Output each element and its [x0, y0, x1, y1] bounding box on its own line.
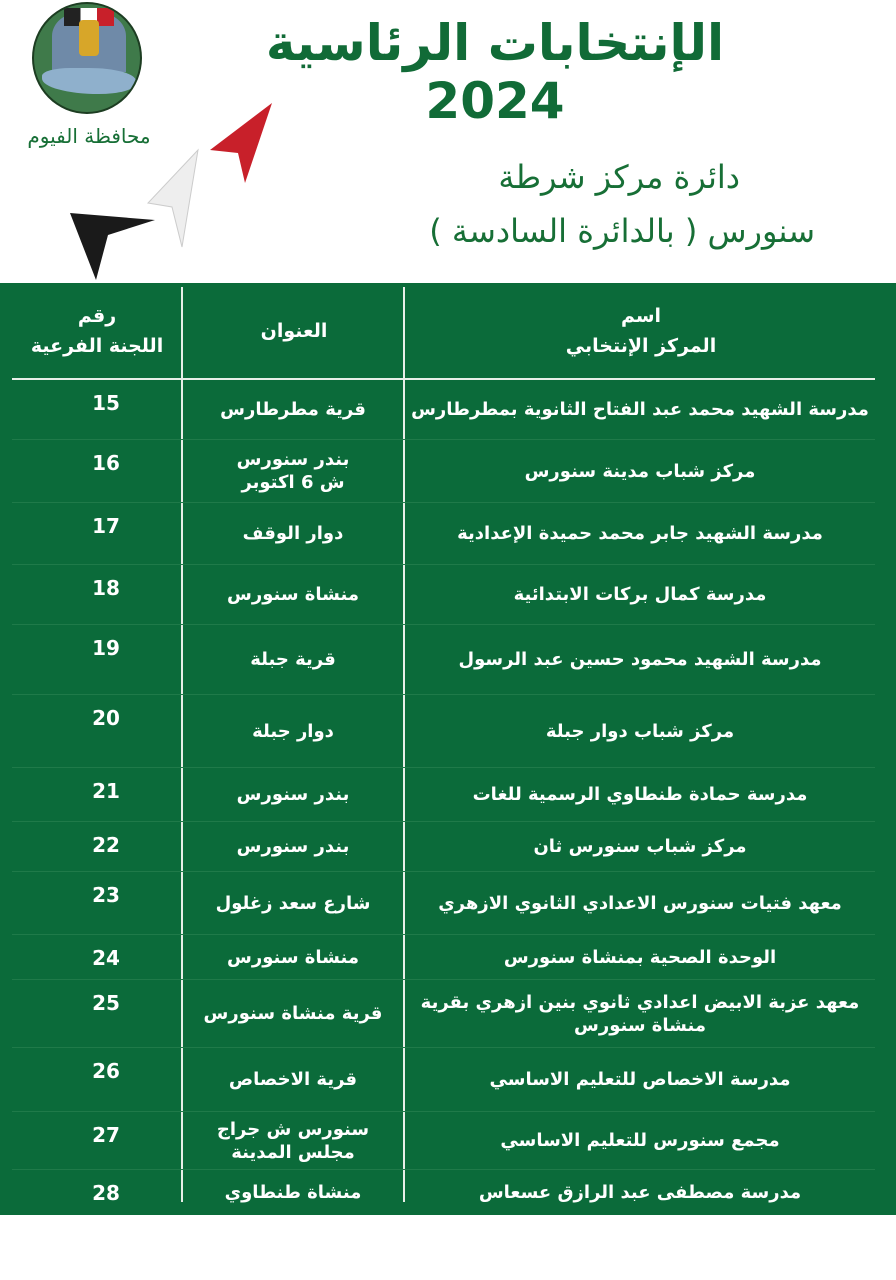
- table-row: مدرسة الاخصاص للتعليم الاساسي قرية الاخصا…: [12, 1048, 875, 1112]
- table-row: مركز شباب دوار جبلة دوار جبلة 20: [12, 695, 875, 768]
- black-arrow-icon: [70, 213, 155, 280]
- station-address: سنورس ش جراج مجلس المدينة: [216, 1118, 370, 1163]
- station-address: قرية مطرطارس: [220, 399, 366, 420]
- station-address: منشاة طنطاوي: [224, 1182, 362, 1203]
- station-name: مدرسة الشهيد محمود حسين عبد الرسول: [458, 649, 822, 670]
- station-name: مدرسة الشهيد محمد عبد الفتاح الثانوية بم…: [411, 399, 869, 420]
- station-address: شارع سعد زغلول: [215, 892, 371, 914]
- table-row: مدرسة كمال بركات الابتدائية منشاة سنورس 18: [12, 565, 875, 625]
- station-name: مدرسة حمادة طنطاوي الرسمية للغات: [472, 784, 808, 805]
- fayoum-governorate-logo: [32, 2, 142, 114]
- column-divider: [181, 287, 183, 1202]
- governorate-name: محافظة الفيوم: [27, 124, 151, 148]
- polling-stations-table: اسم المركز الإنتخابي العنوان رقم اللجنة …: [0, 283, 896, 1215]
- committee-number: 24: [92, 946, 120, 970]
- committee-number: 20: [92, 706, 120, 730]
- station-address: منشاة سنورس: [227, 584, 359, 605]
- page-title: الإنتخابات الرئاسية 2024: [265, 14, 725, 130]
- station-name: مدرسة مصطفى عبد الرازق عسعاس: [478, 1182, 802, 1203]
- header-name: اسم المركز الإنتخابي: [565, 304, 717, 357]
- station-name: مدرسة الشهيد جابر محمد حميدة الإعدادية: [457, 523, 823, 544]
- table-row: مدرسة مصطفى عبد الرازق عسعاس منشاة طنطاوي…: [12, 1170, 875, 1215]
- station-name: مركز شباب مدينة سنورس: [524, 460, 756, 482]
- station-address: قرية منشاة سنورس: [203, 1003, 383, 1024]
- committee-number: 16: [92, 451, 120, 475]
- station-name: مجمع سنورس للتعليم الاساسي: [500, 1130, 780, 1151]
- table-row: مركز شباب مدينة سنورس بندر سنورس ش 6 اكتو…: [12, 440, 875, 503]
- station-address: دوار الوقف: [242, 523, 344, 544]
- header-divider: [12, 378, 875, 380]
- table-row: مركز شباب سنورس ثان بندر سنورس 22: [12, 822, 875, 872]
- station-name: الوحدة الصحية بمنشاة سنورس: [503, 946, 777, 968]
- header-number: رقم اللجنة الفرعية: [30, 304, 164, 357]
- committee-number: 28: [92, 1181, 120, 1205]
- station-name: معهد فتيات سنورس الاعدادي الثانوي الازهر…: [438, 892, 842, 914]
- table-row: الوحدة الصحية بمنشاة سنورس منشاة سنورس 24: [12, 935, 875, 980]
- station-name: مركز شباب سنورس ثان: [533, 836, 747, 857]
- committee-number: 18: [92, 576, 120, 600]
- station-name: معهد عزبة الابيض اعدادي ثانوي بنين ازهري…: [420, 991, 860, 1036]
- station-address: منشاة سنورس: [227, 946, 359, 968]
- station-address: بندر سنورس: [236, 836, 350, 857]
- table-row: معهد عزبة الابيض اعدادي ثانوي بنين ازهري…: [12, 980, 875, 1048]
- column-divider: [403, 287, 405, 1202]
- station-name: مدرسة كمال بركات الابتدائية: [513, 584, 767, 605]
- committee-number: 25: [92, 991, 120, 1015]
- flag-arrows-decoration: [70, 103, 272, 280]
- table-row: مدرسة الشهيد محمد عبد الفتاح الثانوية بم…: [12, 380, 875, 440]
- committee-number: 23: [92, 883, 120, 907]
- committee-number: 15: [92, 391, 120, 415]
- committee-number: 27: [92, 1123, 120, 1147]
- table-row: مدرسة الشهيد جابر محمد حميدة الإعدادية دو…: [12, 503, 875, 565]
- station-name: مركز شباب دوار جبلة: [545, 720, 735, 742]
- table-row: مدرسة الشهيد محمود حسين عبد الرسول قرية ج…: [12, 625, 875, 695]
- district-line-1: دائرة مركز شرطة: [498, 158, 740, 196]
- table-row: مجمع سنورس للتعليم الاساسي سنورس ش جراج م…: [12, 1112, 875, 1170]
- committee-number: 17: [92, 514, 120, 538]
- station-name: مدرسة الاخصاص للتعليم الاساسي: [489, 1069, 791, 1090]
- station-address: دوار جبلة: [252, 720, 334, 742]
- station-address: قرية جبلة: [250, 649, 336, 670]
- station-address: قرية الاخصاص: [228, 1069, 358, 1090]
- header-address: العنوان: [260, 319, 328, 342]
- station-address: بندر سنورس: [236, 784, 350, 805]
- committee-number: 21: [92, 779, 120, 803]
- table-row: معهد فتيات سنورس الاعدادي الثانوي الازهر…: [12, 872, 875, 935]
- committee-number: 26: [92, 1059, 120, 1083]
- white-arrow-icon: [146, 148, 199, 248]
- red-arrow-icon: [210, 103, 272, 183]
- committee-number: 19: [92, 636, 120, 660]
- district-line-2: سنورس ( بالدائرة السادسة ): [429, 212, 815, 250]
- table-row: مدرسة حمادة طنطاوي الرسمية للغات بندر سنو…: [12, 768, 875, 822]
- committee-number: 22: [92, 833, 120, 857]
- station-address: بندر سنورس ش 6 اكتوبر: [236, 449, 350, 493]
